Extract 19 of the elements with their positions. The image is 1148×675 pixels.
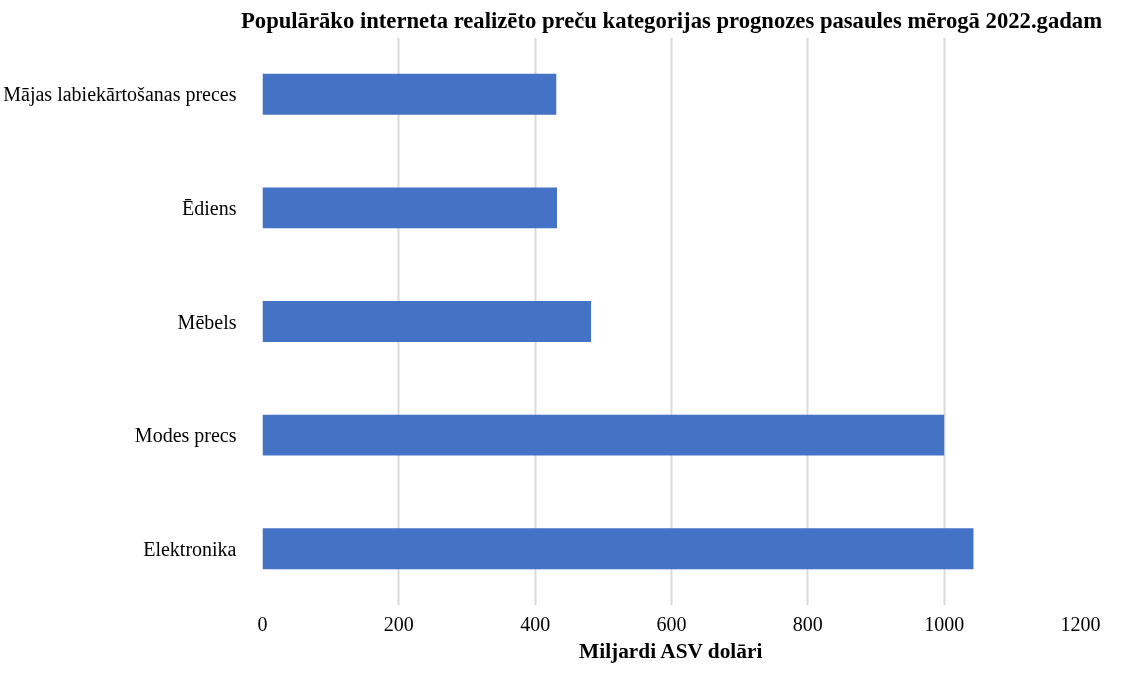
y-tick-label: Mājas labiekārtošanas preces [3, 83, 237, 107]
bar [262, 414, 945, 456]
x-axis-title: Miljardi ASV dolāri [579, 638, 763, 663]
x-tick-label: 400 [520, 612, 551, 635]
bar [262, 187, 557, 229]
x-tick-label: 200 [383, 612, 414, 635]
y-tick-label: Ēdiens [182, 196, 237, 219]
bar [262, 301, 592, 342]
x-tick-label: 1200 [1060, 612, 1101, 635]
x-tick-label: 1000 [924, 612, 965, 635]
x-tick-label: 0 [257, 612, 268, 635]
y-tick-label: Elektronika [143, 537, 237, 560]
y-tick-label: Modes precs [134, 424, 237, 448]
bar [262, 528, 974, 570]
chart-title: Populārāko interneta realizēto preču kategorijas prognozes pasaules mērogā 2022.gadam [240, 7, 1103, 33]
y-tick-label: Mēbels [177, 310, 237, 333]
bar [262, 73, 557, 115]
x-tick-label: 600 [656, 612, 687, 635]
x-tick-label: 800 [792, 612, 823, 635]
